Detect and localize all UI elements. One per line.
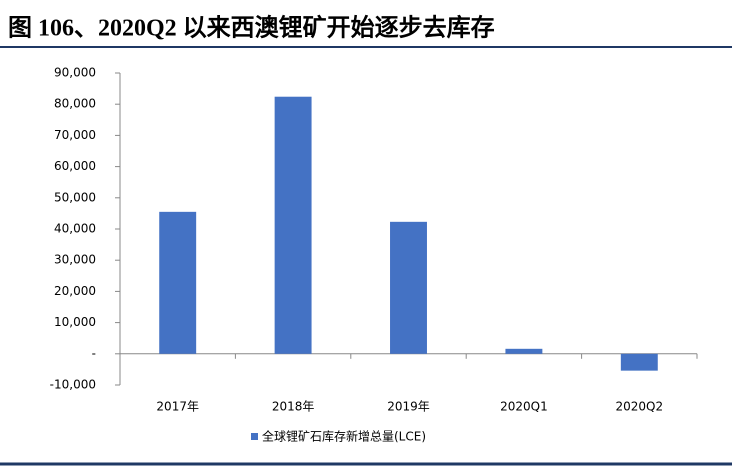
legend-label: 全球锂矿石库存新增总量(LCE) <box>262 429 426 444</box>
bar <box>505 348 543 354</box>
x-tick-label: 2017年 <box>156 400 199 414</box>
y-tick-label: 50,000 <box>54 190 96 204</box>
x-tick-label: 2020Q2 <box>615 400 663 414</box>
y-tick-label: - <box>92 346 96 360</box>
y-tick-label: 60,000 <box>54 159 96 173</box>
x-tick-label: 2019年 <box>387 400 430 414</box>
y-tick-label: 40,000 <box>54 222 96 236</box>
y-tick-label: 10,000 <box>54 315 96 329</box>
y-tick-label: -10,000 <box>50 378 96 392</box>
bar <box>274 96 312 354</box>
y-tick-label: 20,000 <box>54 284 96 298</box>
y-tick-label: 30,000 <box>54 253 96 267</box>
x-tick-label: 2018年 <box>272 400 315 414</box>
legend-swatch <box>251 433 258 440</box>
y-tick-label: 70,000 <box>54 128 96 142</box>
x-tick-label: 2020Q1 <box>500 400 548 414</box>
chart-title: 图 106、2020Q2 以来西澳锂矿开始逐步去库存 <box>8 14 495 42</box>
y-tick-label: 90,000 <box>54 66 96 80</box>
y-tick-label: 80,000 <box>54 97 96 111</box>
bar <box>620 353 658 371</box>
bar <box>159 211 197 354</box>
bar <box>390 221 427 354</box>
